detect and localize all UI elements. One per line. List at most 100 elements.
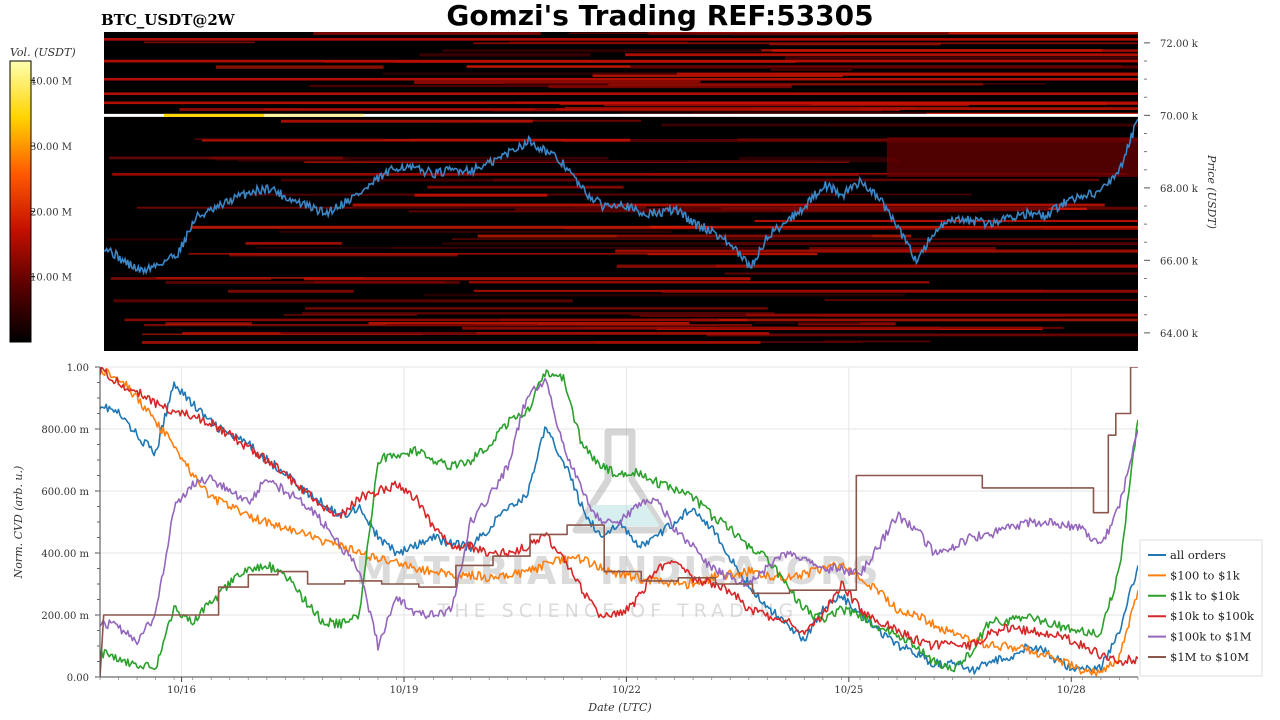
heatmap-cell — [414, 80, 701, 85]
heatmap-cell — [721, 242, 1138, 246]
heatmap-cell — [368, 321, 690, 325]
heatmap-cell — [264, 113, 364, 117]
price-tick-label: 66.00 k — [1160, 256, 1199, 267]
heatmap-cell — [630, 65, 1138, 69]
legend-items: all orders $100 to $1k $1k to $10k $10k to … — [1148, 548, 1255, 664]
heatmap-cell — [164, 113, 264, 117]
legend-label: $1k to $10k — [1170, 589, 1240, 603]
heatmap-cell — [676, 72, 1138, 76]
price-axis: 64.00 k 66.00 k 68.00 k 70.00 k 72.00 k — [1144, 39, 1199, 340]
heatmap-cell — [104, 38, 1138, 41]
heatmap-cell — [462, 326, 940, 330]
heatmap-cell — [194, 138, 384, 140]
heatmap-cell — [304, 277, 751, 281]
heatmap-cell — [229, 253, 458, 257]
price-line — [104, 118, 1138, 276]
legend-label: $100 to $1k — [1170, 568, 1241, 582]
cvd-x-tick-label: 10/16 — [167, 685, 196, 696]
legend-label: $10k to $100k — [1170, 609, 1255, 623]
heatmap-cell — [824, 299, 1138, 302]
price-tick-label: 70.00 k — [1160, 111, 1199, 122]
heatmap-cell — [112, 172, 859, 176]
heatmap-cell — [208, 156, 609, 160]
cvd-y-tick-label: 600.00 m — [41, 487, 89, 498]
cvd-x-tick-label: 10/28 — [1057, 685, 1086, 696]
heatmap-cell — [503, 82, 1046, 85]
heatmap-cell — [724, 272, 1138, 275]
cvd-x-tick-label: 10/22 — [612, 685, 641, 696]
heatmap-cell — [754, 219, 1138, 223]
colorbar-ticks: 10.00 M 20.00 M 30.00 M 40.00 M — [30, 77, 72, 284]
cvd-series-lines — [100, 367, 1138, 677]
heatmap-cell — [809, 246, 996, 251]
heatmap-cell — [754, 322, 861, 325]
heatmap-cell — [264, 108, 535, 111]
cvd-y-axis-label: Norm. CVD (arb. u.) — [12, 466, 25, 580]
legend-label: all orders — [1170, 548, 1226, 562]
cvd-y-tick-label: 0.00 — [67, 673, 89, 684]
heatmap-cell — [647, 253, 818, 256]
heatmap-cell — [564, 227, 1044, 230]
heatmap-cell — [313, 281, 446, 284]
heatmap-cell — [603, 103, 969, 107]
legend-box — [1139, 539, 1263, 677]
heatmap-cell — [313, 32, 541, 35]
heatmap-cell — [556, 108, 1138, 110]
heatmap-cell — [826, 123, 1138, 127]
chart-title: Gomzi's Trading REF:53305 — [446, 0, 873, 32]
heatmap-cell — [383, 72, 776, 75]
cvd-y-tick-label: 200.00 m — [41, 611, 89, 622]
cvd-series-line — [100, 377, 1138, 651]
heatmap-cell — [104, 92, 1138, 96]
heatmap-bright-level — [104, 113, 1138, 117]
heatmap-cell — [104, 59, 1138, 63]
cvd-x-axis: 10/16 10/19 10/22 10/25 10/28 — [99, 677, 1139, 696]
heatmap-cell — [279, 230, 672, 233]
heatmap-cell — [281, 178, 854, 182]
heatmap-cell — [419, 53, 591, 57]
heatmap-cell — [477, 119, 642, 122]
legend-label: $100k to $1M — [1170, 630, 1252, 644]
heatmap-cell — [661, 289, 1138, 293]
heatmap-cell — [305, 307, 768, 310]
heatmap-cell — [309, 84, 645, 88]
heatmap-cell — [424, 293, 905, 297]
heatmap-cell — [188, 253, 708, 255]
colorbar-tick-label: 30.00 M — [30, 142, 72, 153]
heatmap-cell — [124, 318, 719, 322]
cvd-x-axis-label: Date (UTC) — [587, 701, 651, 714]
legend: all orders $100 to $1k $1k to $10k $10k to … — [1139, 539, 1263, 677]
cvd-x-tick-label: 10/19 — [390, 685, 419, 696]
heatmap-cell — [280, 331, 477, 335]
price-tick-label: 64.00 k — [1160, 329, 1199, 340]
heatmap-cell — [245, 242, 342, 245]
heatmap-cell — [352, 203, 1105, 207]
heatmap-cell — [784, 56, 1138, 60]
cvd-y-tick-label: 400.00 m — [41, 549, 89, 560]
heatmap-cell — [113, 299, 573, 303]
heatmap-cell — [468, 281, 930, 284]
cvd-series-line — [100, 367, 1138, 666]
cvd-x-tick-label: 10/25 — [834, 685, 863, 696]
heatmap-cell — [625, 53, 1138, 57]
price-tick-label: 72.00 k — [1160, 39, 1199, 50]
heatmap-cell — [227, 289, 354, 293]
heatmap-cell — [201, 138, 631, 142]
colorbar-label: Vol. (USDT) — [10, 46, 76, 59]
symbol-label: BTC_USDT@2W — [101, 11, 236, 29]
heatmap-panel: 64.00 k 66.00 k 68.00 k 70.00 k 72.00 k Pric… — [104, 32, 1218, 351]
heatmap-cell — [107, 238, 192, 241]
heatmap-cell — [616, 264, 1138, 268]
heatmap-cell — [745, 313, 1138, 316]
cvd-y-tick-label: 800.00 m — [41, 425, 89, 436]
heatmap-cell — [569, 32, 949, 35]
colorbar-bar — [9, 60, 32, 343]
heatmap-cell — [649, 225, 1138, 229]
colorbar-tick-label: 20.00 M — [30, 207, 72, 218]
heatmap-cell — [280, 119, 533, 123]
heatmap-cell — [427, 185, 624, 189]
heatmap-cell — [165, 322, 253, 326]
heatmap-cell — [616, 234, 873, 238]
price-tick-label: 68.00 k — [1160, 184, 1199, 195]
cvd-series-line — [100, 367, 1138, 677]
